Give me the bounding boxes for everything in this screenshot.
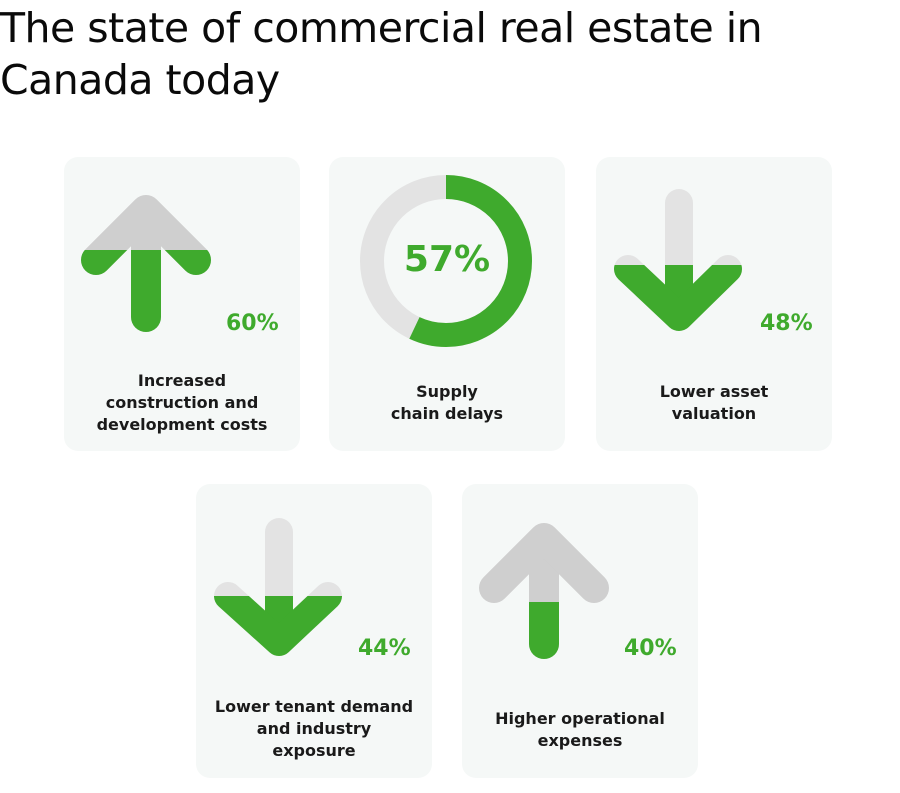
stat-value: 44% bbox=[358, 636, 411, 661]
arrow-up-icon bbox=[479, 523, 609, 659]
stat-card-tenant-demand: 44% Lower tenant demand and industry exp… bbox=[196, 484, 432, 778]
stat-card-asset-valuation: 48% Lower asset valuation bbox=[596, 157, 832, 451]
stat-label: Higher operational expenses bbox=[495, 709, 665, 750]
stat-value: 48% bbox=[760, 311, 813, 336]
stat-card-supply-chain: 57% Supply chain delays bbox=[329, 157, 565, 451]
stat-label: Supply chain delays bbox=[390, 382, 504, 423]
page-title: The state of commercial real estate in C… bbox=[0, 4, 763, 104]
stat-card-operational-expenses: 40% Higher operational expenses bbox=[462, 484, 698, 778]
stat-card-construction-costs: 60% Increased construction and developme… bbox=[64, 157, 300, 451]
arrow-down-icon bbox=[214, 518, 342, 656]
arrow-up-icon bbox=[81, 195, 211, 332]
donut-icon bbox=[360, 175, 532, 347]
arrow-down-icon bbox=[614, 189, 742, 331]
stat-value: 57% bbox=[403, 239, 491, 280]
stat-label: Lower asset valuation bbox=[659, 382, 769, 423]
stat-value: 60% bbox=[226, 311, 279, 336]
stat-label: Increased construction and development c… bbox=[96, 371, 268, 434]
stat-value: 40% bbox=[624, 636, 677, 661]
stat-label: Lower tenant demand and industry exposur… bbox=[214, 697, 414, 760]
